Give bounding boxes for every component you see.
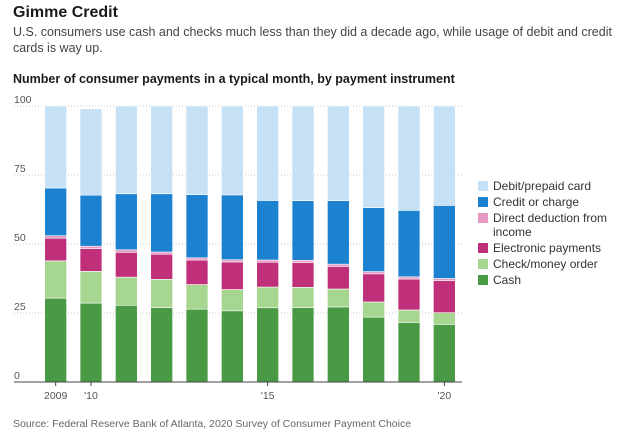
bar-segment [44,105,67,189]
bar-segment [362,207,385,272]
y-tick-label: 25 [14,301,26,313]
bar-segment [433,280,456,314]
legend-swatch [478,197,488,207]
bar-segment [79,194,103,247]
page-subtitle: U.S. consumers use cash and checks much … [13,25,612,55]
bar-segment [79,302,103,383]
bar-segment [185,194,209,259]
bar-segment [44,187,67,237]
bar-segment [44,260,67,299]
bar-segment [150,279,173,308]
bar-segment [291,105,315,201]
bar-segment [44,237,67,262]
bar-segment [362,271,385,275]
bar-segment [221,310,244,383]
bar-segment [291,307,315,383]
legend-label: Credit or charge [493,195,579,209]
bar-segment [44,235,67,239]
legend-swatch [478,243,488,253]
bar-segment [397,309,421,323]
bar-segment [256,261,279,288]
bar-segment [362,301,385,318]
legend-swatch [478,181,488,191]
bar-segment [79,245,103,249]
page-title: Gimme Credit [13,4,118,21]
bar-segment [397,105,421,211]
legend-label: Electronic payments [493,241,601,255]
bar-segment [79,108,103,196]
bar-segment [327,288,350,308]
bar-segment [327,105,350,201]
legend-label: Debit/prepaid card [493,179,591,193]
bar-segment [256,200,279,261]
bar-segment [185,284,209,310]
bar-segment [256,259,279,263]
bar-segment [433,312,456,325]
source-note: Source: Federal Reserve Bank of Atlanta,… [13,418,412,430]
bar-segment [433,278,456,282]
bar-segment [221,289,244,312]
bar-segment [433,324,456,383]
bar-segment [150,251,173,255]
bar-segment [185,308,209,383]
bar-segment [221,261,244,290]
bar-segment [44,297,67,383]
bar-segment [115,193,138,251]
legend-swatch [478,213,488,223]
bar-segment [362,273,385,303]
legend-swatch [478,275,488,285]
bar-segment [221,259,244,263]
bar-segment [291,259,315,263]
chart-title: Number of consumer payments in a typical… [13,72,455,86]
bar-segment [256,286,279,309]
bar-segment [327,263,350,267]
bar-segment [397,278,421,311]
bar-segment [185,105,209,195]
bar-segment [221,194,244,261]
bar-segment [327,266,350,290]
bar-segment [256,105,279,201]
bar-segment [397,322,421,383]
bar-segment [150,253,173,280]
legend-label: Check/money order [493,257,598,271]
bar-segment [327,306,350,383]
bar-segment [291,262,315,288]
bar-segment [256,307,279,383]
bar-segment [185,257,209,261]
bar-segment [150,193,173,253]
bar-segment [397,210,421,278]
bar-segment [291,200,315,261]
bar-segment [115,249,138,253]
bar-segment [433,205,456,279]
bar-segment [79,271,103,304]
bar-segment [115,251,138,278]
legend-swatch [478,259,488,269]
y-tick-label: 75 [14,163,26,175]
y-tick-label: 0 [14,370,20,382]
bar-segment [115,276,138,306]
x-tick-label: 2009 [44,390,68,402]
y-tick-label: 50 [14,232,26,244]
bar-segment [79,248,103,272]
bar-segment [150,105,173,195]
x-tick-label: '20 [437,390,451,402]
x-tick-label: '15 [261,390,275,402]
bar-segment [362,105,385,208]
legend-label: Cash [493,273,521,287]
bar-segment [433,105,456,206]
bar-segment [115,105,138,195]
bar-segment [150,307,173,383]
y-tick-label: 100 [14,94,32,106]
bar-segment [185,259,209,285]
bar-segment [115,304,138,383]
x-tick-label: '10 [84,390,98,402]
bar-segment [291,287,315,308]
bar-segment [397,276,421,280]
bar-segment [327,200,350,265]
legend-label: Direct deduction from income [493,211,607,239]
bar-segment [221,105,244,196]
bar-segment [362,316,385,383]
